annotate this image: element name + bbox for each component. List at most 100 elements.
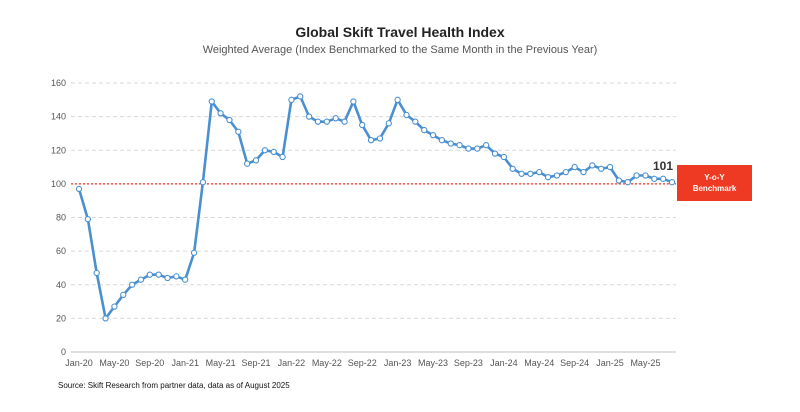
data-point — [518, 170, 525, 177]
x-tick-label: Jan-22 — [278, 358, 306, 368]
data-point — [606, 163, 614, 171]
x-tick-label: Sep-20 — [135, 358, 164, 368]
chart-title: Global Skift Travel Health Index — [295, 24, 505, 40]
x-tick-label: May-23 — [418, 358, 448, 368]
y-axis-ticks: 0 20 40 60 80 100 120 140 160 — [51, 78, 66, 357]
data-point — [137, 276, 145, 283]
x-tick-label: May-21 — [206, 358, 236, 368]
data-point — [93, 269, 100, 277]
data-point — [394, 96, 401, 103]
data-point — [456, 142, 463, 149]
data-point — [598, 165, 605, 172]
x-tick-label: Sep-24 — [560, 358, 589, 368]
data-point — [367, 137, 375, 144]
data-point — [376, 135, 384, 142]
x-tick-label: Jan-23 — [384, 358, 412, 368]
x-tick-label: Jan-21 — [171, 358, 199, 368]
data-point — [500, 153, 507, 161]
data-point — [102, 315, 109, 322]
benchmark-label-line2: Benchmark — [692, 184, 737, 193]
x-tick-label: May-24 — [524, 358, 554, 368]
value-labels: 101 — [653, 159, 673, 173]
data-point — [146, 271, 153, 278]
data-point — [350, 98, 357, 105]
data-point — [111, 303, 118, 310]
data-point — [217, 110, 224, 117]
x-tick-label: May-20 — [99, 358, 129, 368]
data-point — [128, 281, 136, 288]
data-point — [208, 98, 215, 105]
data-point — [553, 172, 561, 179]
x-tick-label: Jan-20 — [65, 358, 93, 368]
data-point — [465, 145, 472, 152]
last-value-label: 101 — [653, 159, 673, 173]
x-tick-label: May-25 — [630, 358, 660, 368]
y-tick-label: 140 — [51, 112, 66, 122]
data-point — [297, 93, 304, 100]
data-point — [305, 113, 313, 120]
data-point — [84, 216, 92, 223]
data-point — [412, 118, 419, 125]
x-tick-label: Jan-25 — [596, 358, 624, 368]
data-point — [474, 145, 481, 152]
data-point — [544, 173, 552, 181]
data-point — [332, 115, 339, 122]
data-point — [341, 118, 348, 125]
data-point — [359, 121, 366, 129]
data-point — [244, 160, 251, 167]
y-tick-label: 0 — [61, 347, 66, 357]
y-tick-label: 160 — [51, 78, 66, 88]
data-point — [323, 118, 330, 125]
x-tick-label: May-22 — [312, 358, 342, 368]
data-point — [190, 249, 198, 256]
data-point — [279, 153, 286, 161]
data-point — [155, 271, 162, 278]
data-point — [270, 148, 277, 156]
x-tick-label: Sep-21 — [241, 358, 270, 368]
data-point — [447, 140, 454, 147]
data-point — [624, 179, 631, 186]
benchmark-label-box: Y-o-Y Benchmark — [677, 165, 752, 201]
y-tick-label: 40 — [56, 280, 66, 290]
data-point — [642, 172, 649, 179]
data-point — [580, 168, 587, 176]
chart-subtitle: Weighted Average (Index Benchmarked to t… — [202, 44, 598, 56]
data-point — [173, 273, 180, 280]
data-point — [182, 276, 189, 283]
x-tick-label: Sep-22 — [348, 358, 377, 368]
data-point — [527, 170, 534, 177]
data-point — [571, 163, 578, 171]
data-point — [589, 162, 596, 169]
data-point — [385, 120, 392, 127]
data-point — [509, 165, 516, 172]
data-point — [562, 168, 569, 176]
x-tick-label: Sep-23 — [454, 358, 483, 368]
data-point — [235, 128, 242, 135]
y-tick-label: 60 — [56, 246, 66, 256]
y-tick-label: 80 — [56, 213, 66, 223]
data-point — [314, 118, 322, 125]
data-point — [403, 111, 410, 119]
data-points — [75, 93, 676, 322]
data-point — [199, 179, 207, 186]
y-tick-label: 100 — [51, 179, 66, 189]
data-point — [429, 131, 437, 139]
data-point — [261, 147, 269, 154]
data-point — [491, 150, 499, 157]
data-point — [651, 175, 658, 182]
data-point — [75, 185, 83, 193]
data-point — [668, 179, 676, 186]
data-point — [164, 274, 171, 282]
source-note: Source: Skift Research from partner data… — [58, 381, 290, 390]
y-tick-label: 120 — [51, 145, 66, 155]
data-point — [252, 157, 260, 164]
data-point — [536, 168, 543, 176]
benchmark-label-line1: Y-o-Y — [704, 173, 725, 182]
x-axis-ticks: Jan-20 May-20 Sep-20 Jan-21 May-21 Sep-21 Jan-… — [65, 358, 660, 368]
data-point — [226, 116, 233, 124]
data-point — [482, 142, 490, 149]
grid-lines — [71, 82, 676, 353]
x-tick-label: Jan-24 — [490, 358, 518, 368]
data-point — [421, 126, 428, 134]
